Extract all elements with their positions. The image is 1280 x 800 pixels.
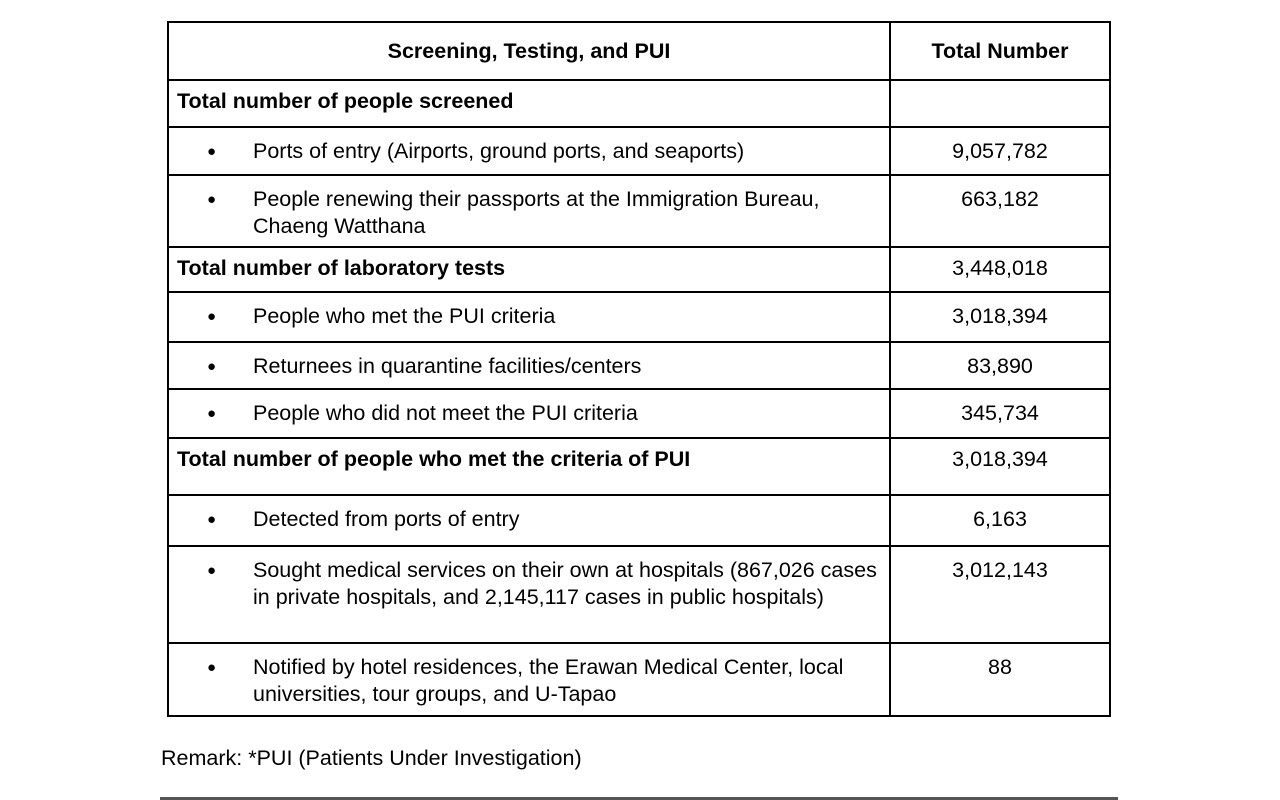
row-value: 6,163 — [889, 494, 1111, 547]
screening-table: Screening, Testing, and PUI Total Number… — [167, 21, 1111, 717]
row-label-cell: ● People who met the PUI criteria — [167, 291, 891, 343]
table-row: ● Ports of entry (Airports, ground ports,… — [167, 126, 1111, 176]
row-label: Detected from ports of entry — [253, 507, 520, 531]
table-header-row: Screening, Testing, and PUI Total Number — [167, 21, 1111, 81]
row-label-cell: ● Sought medical services on their own at… — [167, 545, 891, 644]
section-row: Total number of people who met the crite… — [167, 437, 1111, 496]
bullet-icon: ● — [207, 405, 217, 422]
row-value: 83,890 — [889, 341, 1111, 390]
table-row: ● Notified by hotel residences, the Erawa… — [167, 642, 1111, 717]
row-label-cell: ● Notified by hotel residences, the Erawa… — [167, 642, 891, 717]
row-value: 9,057,782 — [889, 126, 1111, 176]
row-label: People renewing their passports at the I… — [253, 187, 820, 238]
bullet-icon: ● — [207, 511, 217, 528]
row-value: 3,018,394 — [889, 437, 1111, 496]
row-label: Sought medical services on their own at … — [253, 558, 877, 609]
row-label: Ports of entry (Airports, ground ports, … — [253, 139, 745, 163]
remark-text: Remark: *PUI (Patients Under Investigati… — [161, 746, 582, 770]
bullet-icon: ● — [207, 191, 217, 208]
table-row: ● People who did not meet the PUI criteri… — [167, 388, 1111, 439]
header-category: Screening, Testing, and PUI — [167, 21, 891, 81]
row-value: 3,018,394 — [889, 291, 1111, 343]
bullet-icon: ● — [207, 308, 217, 325]
row-label-cell: ● People who did not meet the PUI criteri… — [167, 388, 891, 439]
row-label: Returnees in quarantine facilities/cente… — [253, 354, 642, 378]
table-row: ● People renewing their passports at the … — [167, 174, 1111, 248]
table-row: ● Returnees in quarantine facilities/cent… — [167, 341, 1111, 390]
table-row: ● Detected from ports of entry 6,163 — [167, 494, 1111, 547]
row-label-cell: Total number of laboratory tests — [167, 246, 891, 293]
row-label-cell: ● Ports of entry (Airports, ground ports,… — [167, 126, 891, 176]
table-row: ● Sought medical services on their own at… — [167, 545, 1111, 644]
bullet-icon: ● — [207, 562, 217, 579]
row-label-cell: ● People renewing their passports at the … — [167, 174, 891, 248]
bullet-icon: ● — [207, 358, 217, 375]
row-value: 3,012,143 — [889, 545, 1111, 644]
section-row: Total number of laboratory tests 3,448,01… — [167, 246, 1111, 293]
row-value — [889, 79, 1111, 128]
row-value: 663,182 — [889, 174, 1111, 248]
row-label-cell: Total number of people screened — [167, 79, 891, 128]
table-row: ● People who met the PUI criteria 3,018,39… — [167, 291, 1111, 343]
row-label-cell: ● Detected from ports of entry — [167, 494, 891, 547]
row-label-cell: ● Returnees in quarantine facilities/cent… — [167, 341, 891, 390]
header-total: Total Number — [889, 21, 1111, 81]
bullet-icon: ● — [207, 659, 217, 676]
row-value: 3,448,018 — [889, 246, 1111, 293]
section-row: Total number of people screened — [167, 79, 1111, 128]
row-label: Notified by hotel residences, the Erawan… — [253, 655, 844, 706]
row-label: People who met the PUI criteria — [253, 304, 556, 328]
row-label-cell: Total number of people who met the crite… — [167, 437, 891, 496]
row-value: 345,734 — [889, 388, 1111, 439]
bullet-icon: ● — [207, 143, 217, 160]
row-label: People who did not meet the PUI criteria — [253, 401, 638, 425]
next-table-border — [160, 797, 1118, 800]
row-value: 88 — [889, 642, 1111, 717]
